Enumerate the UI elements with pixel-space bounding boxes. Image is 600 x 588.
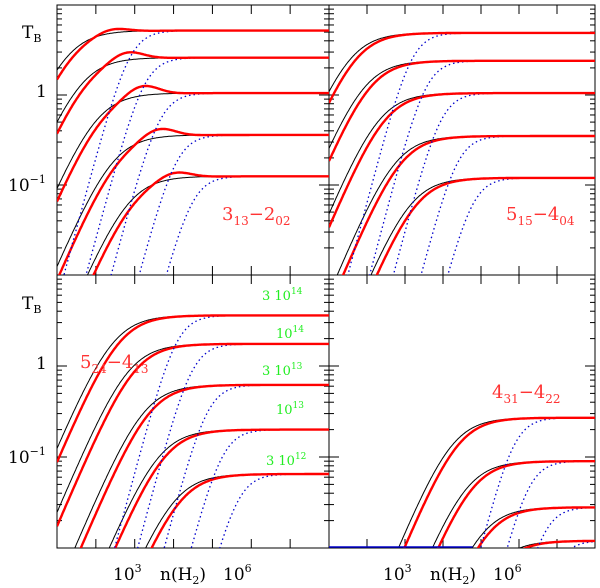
lte-curve-1e14 (113, 314, 329, 548)
thin-curve-1e13 (329, 92, 595, 215)
transition-label-top-right: 515−404 (506, 204, 575, 228)
model-curve-3e12 (57, 127, 329, 275)
panel-curves-bottom-right (329, 416, 595, 548)
column-label-1e14: 1014 (276, 325, 304, 342)
model-curve-3e13 (57, 342, 329, 527)
model-curve-1e13 (57, 84, 329, 203)
lte-curve-1e14 (63, 29, 329, 275)
model-curve-1e12 (150, 472, 329, 548)
ytick-label-top-1: 1 (36, 82, 47, 102)
model-curve-1e14 (329, 31, 595, 104)
xtick-label-right-1e3: 103 (383, 562, 412, 585)
frame-top-left (56, 4, 330, 276)
model-curve-3e12 (476, 506, 595, 548)
column-label-3e12: 3 1012 (266, 452, 306, 469)
panel-curves-top-left (57, 27, 329, 275)
transition-label-bottom-right: 431−422 (492, 382, 561, 406)
model-curve-1e14 (57, 314, 329, 463)
lte-curve-1e14 (347, 32, 595, 275)
column-label-3e14: 3 1014 (262, 287, 303, 304)
ylabel-bottom: TB (22, 294, 41, 316)
ytick-label-bottom-1: 1 (36, 354, 47, 374)
panel-frames (56, 4, 596, 549)
lte-curve-3e13 (479, 417, 595, 548)
frame-bottom-right (328, 274, 596, 549)
lte-curve-1e13 (392, 92, 595, 275)
transition-label-top-left: 313−202 (222, 204, 291, 228)
model-curve-3e13 (403, 416, 595, 548)
model-curve-1e12 (92, 171, 329, 275)
frame-top-right (328, 4, 596, 276)
model-curve-1e13 (436, 460, 595, 548)
panel-curves-top-right (329, 31, 595, 275)
xtick-label-left-1e6: 106 (223, 562, 252, 585)
xlabel-right: n(H2) (430, 565, 476, 587)
model-curve-3e12 (341, 134, 595, 275)
ytick-label-top-0p1: 10−1 (8, 173, 46, 196)
xtick-label-right-1e6: 106 (493, 562, 522, 585)
xtick-label-left-1e3: 103 (113, 562, 142, 585)
model-curve-1e12 (375, 176, 595, 275)
lte-curve-3e12 (537, 506, 595, 548)
thin-curve-3e12 (57, 134, 329, 267)
transition-label-bottom-left: 524−413 (80, 352, 149, 376)
model-curve-1e14 (57, 27, 329, 81)
model-curve-3e12 (113, 428, 329, 548)
panel-curves-bottom-left (57, 314, 329, 548)
model-curve-1e13 (329, 91, 595, 228)
thin-curve-3e13 (397, 417, 595, 548)
model-curve-1e12 (522, 539, 595, 548)
curves-layer (57, 27, 595, 548)
model-curve-3e13 (57, 51, 329, 135)
thin-curve-3e13 (57, 57, 329, 123)
model-curve-3e13 (329, 59, 595, 162)
ylabel-top: TB (22, 23, 41, 45)
xlabel-left: n(H2) (160, 565, 206, 587)
ytick-label-bottom-0p1: 10−1 (8, 445, 46, 468)
model-curve-1e13 (79, 383, 329, 548)
column-label-3e13: 3 1013 (262, 362, 303, 379)
column-label-1e13: 1013 (276, 401, 304, 418)
